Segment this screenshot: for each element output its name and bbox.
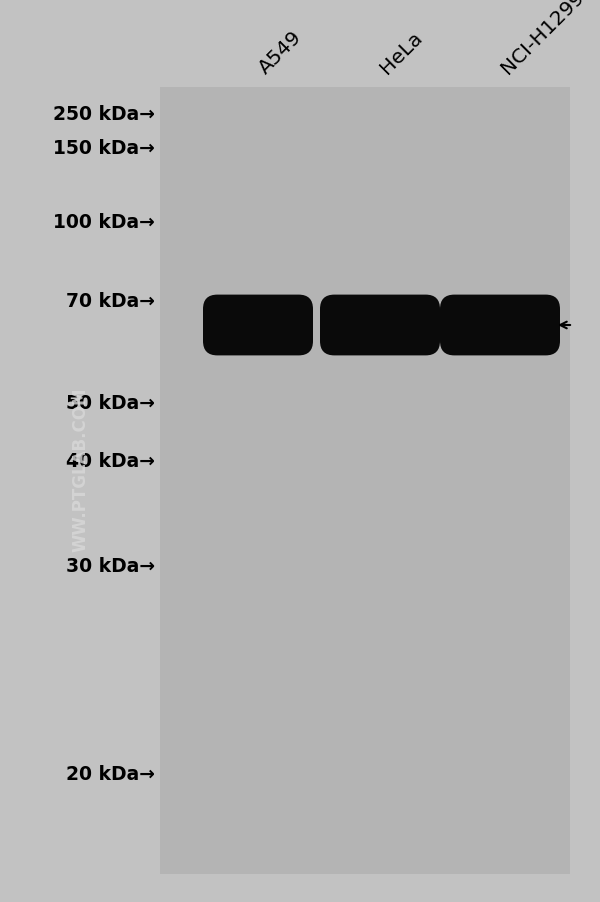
Bar <box>160 87 570 874</box>
Text: 150 kDa→: 150 kDa→ <box>53 138 155 157</box>
FancyBboxPatch shape <box>203 295 313 356</box>
Text: A549: A549 <box>255 28 305 78</box>
Text: 30 kDa→: 30 kDa→ <box>66 557 155 575</box>
FancyBboxPatch shape <box>440 295 560 356</box>
Text: 250 kDa→: 250 kDa→ <box>53 106 155 124</box>
Text: 50 kDa→: 50 kDa→ <box>66 394 155 413</box>
Text: HeLa: HeLa <box>376 28 426 78</box>
FancyBboxPatch shape <box>320 295 440 356</box>
Text: 20 kDa→: 20 kDa→ <box>66 765 155 784</box>
Text: NCI-H1299: NCI-H1299 <box>497 0 587 78</box>
Text: WW.PTGLAB.COM: WW.PTGLAB.COM <box>71 387 89 551</box>
Text: 40 kDa→: 40 kDa→ <box>66 452 155 471</box>
Text: 70 kDa→: 70 kDa→ <box>66 292 155 311</box>
Text: 100 kDa→: 100 kDa→ <box>53 213 155 232</box>
